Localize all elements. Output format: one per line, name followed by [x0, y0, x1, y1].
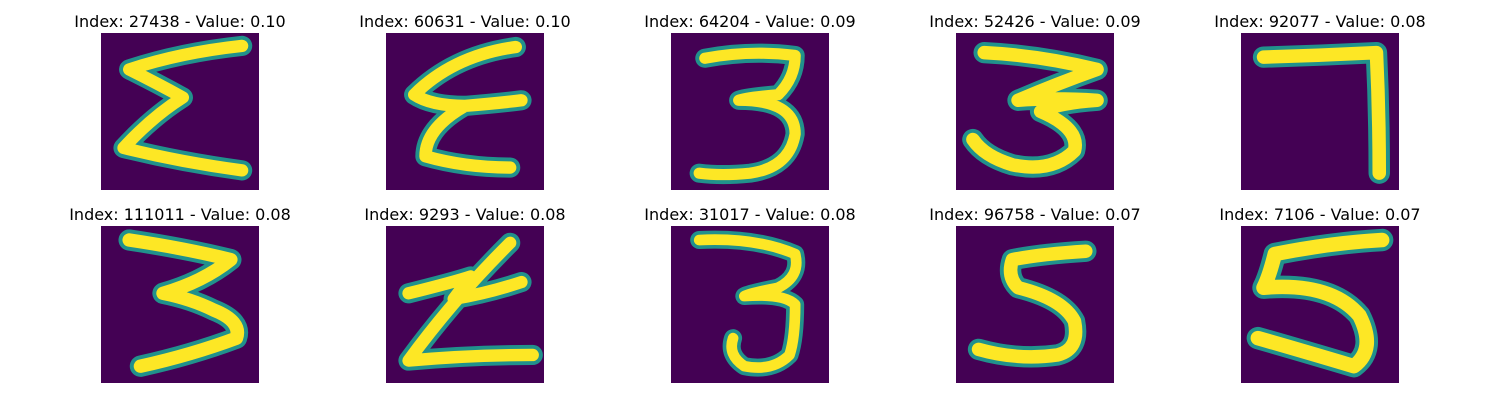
- digit-image: [956, 33, 1114, 190]
- digit-image: [671, 33, 829, 190]
- panel-title: Index: 96758 - Value: 0.07: [929, 205, 1141, 224]
- panel-title: Index: 31017 - Value: 0.08: [644, 205, 856, 224]
- digit-image: [386, 33, 544, 190]
- panel-title: Index: 64204 - Value: 0.09: [644, 12, 856, 31]
- panel-title: Index: 60631 - Value: 0.10: [359, 12, 571, 31]
- panel-title: Index: 92077 - Value: 0.08: [1214, 12, 1426, 31]
- digit-image: [671, 226, 829, 383]
- panel-title: Index: 27438 - Value: 0.10: [74, 12, 286, 31]
- digit-image: [386, 226, 544, 383]
- panel-title: Index: 7106 - Value: 0.07: [1219, 205, 1421, 224]
- digit-image: [101, 33, 259, 190]
- digit-image: [1241, 33, 1399, 190]
- digit-image: [956, 226, 1114, 383]
- digit-image: [101, 226, 259, 383]
- digit-image: [1241, 226, 1399, 383]
- panel-title: Index: 52426 - Value: 0.09: [929, 12, 1141, 31]
- panel-title: Index: 9293 - Value: 0.08: [364, 205, 566, 224]
- panel-title: Index: 111011 - Value: 0.08: [69, 205, 291, 224]
